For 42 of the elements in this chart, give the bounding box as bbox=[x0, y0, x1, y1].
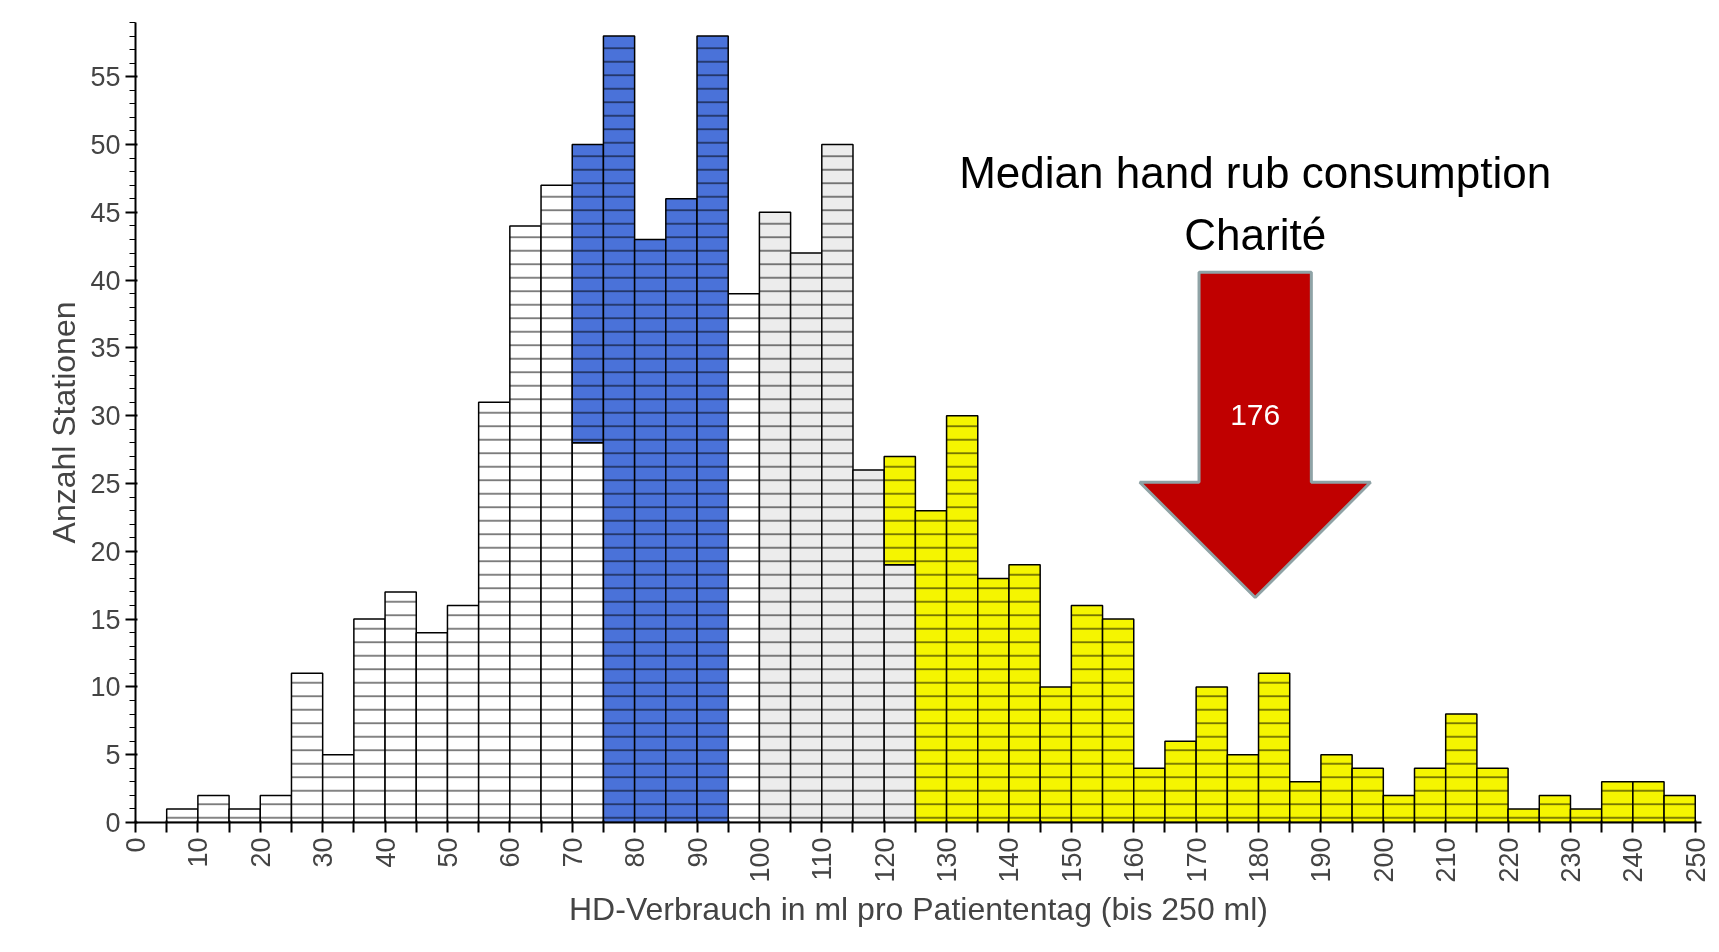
x-axis-title: HD-Verbrauch in ml pro Patiententag (bis 250 ml) bbox=[569, 890, 1268, 927]
y-tick-label: 40 bbox=[90, 265, 121, 296]
x-tick-label: 140 bbox=[994, 837, 1025, 883]
x-tick-label: 210 bbox=[1431, 837, 1462, 883]
y-tick-label: 55 bbox=[90, 62, 121, 93]
x-tick-label: 90 bbox=[682, 837, 713, 868]
x-tick-label: 190 bbox=[1306, 837, 1337, 883]
y-tick-label: 15 bbox=[90, 604, 121, 635]
x-tick-label: 80 bbox=[620, 837, 651, 868]
x-tick-label: 150 bbox=[1056, 837, 1087, 883]
x-tick-label: 50 bbox=[432, 837, 463, 868]
x-tick-label: 170 bbox=[1181, 837, 1212, 883]
y-tick-label: 20 bbox=[90, 536, 121, 567]
x-tick-label: 230 bbox=[1555, 837, 1586, 883]
y-tick-label: 25 bbox=[90, 469, 121, 500]
y-axis-title: Anzahl Stationen bbox=[46, 301, 83, 544]
annotation: Median hand rub consumption Charité bbox=[959, 148, 1552, 259]
y-tick-label: 0 bbox=[105, 808, 121, 838]
x-tick-label: 100 bbox=[744, 837, 775, 883]
x-tick-label: 120 bbox=[869, 837, 900, 883]
x-tick-label: 130 bbox=[932, 837, 963, 883]
x-tick-label: 180 bbox=[1244, 837, 1275, 883]
x-tick-label: 40 bbox=[370, 837, 401, 868]
y-tick-label: 50 bbox=[90, 130, 121, 161]
x-tick-label: 160 bbox=[1119, 837, 1150, 883]
y-tick-label: 45 bbox=[90, 197, 121, 228]
x-tick-label: 70 bbox=[557, 837, 588, 868]
x-tick-label: 10 bbox=[183, 837, 214, 868]
x-tick-label: 250 bbox=[1680, 837, 1711, 883]
x-tick-label: 240 bbox=[1618, 837, 1649, 883]
x-tick-label: 220 bbox=[1493, 837, 1524, 883]
x-tick-label: 200 bbox=[1368, 837, 1399, 883]
x-tick-label: 110 bbox=[807, 837, 838, 881]
x-tick-label: 0 bbox=[121, 837, 151, 853]
y-tick-label: 35 bbox=[90, 333, 121, 364]
y-tick-label: 10 bbox=[90, 672, 121, 703]
x-tick-label: 20 bbox=[245, 837, 276, 868]
y-tick-label: 5 bbox=[105, 740, 121, 771]
annotation: 176 bbox=[1230, 397, 1281, 431]
x-tick-label: 30 bbox=[308, 837, 339, 868]
y-tick-label: 30 bbox=[90, 401, 121, 432]
x-tick-label: 60 bbox=[495, 837, 526, 868]
